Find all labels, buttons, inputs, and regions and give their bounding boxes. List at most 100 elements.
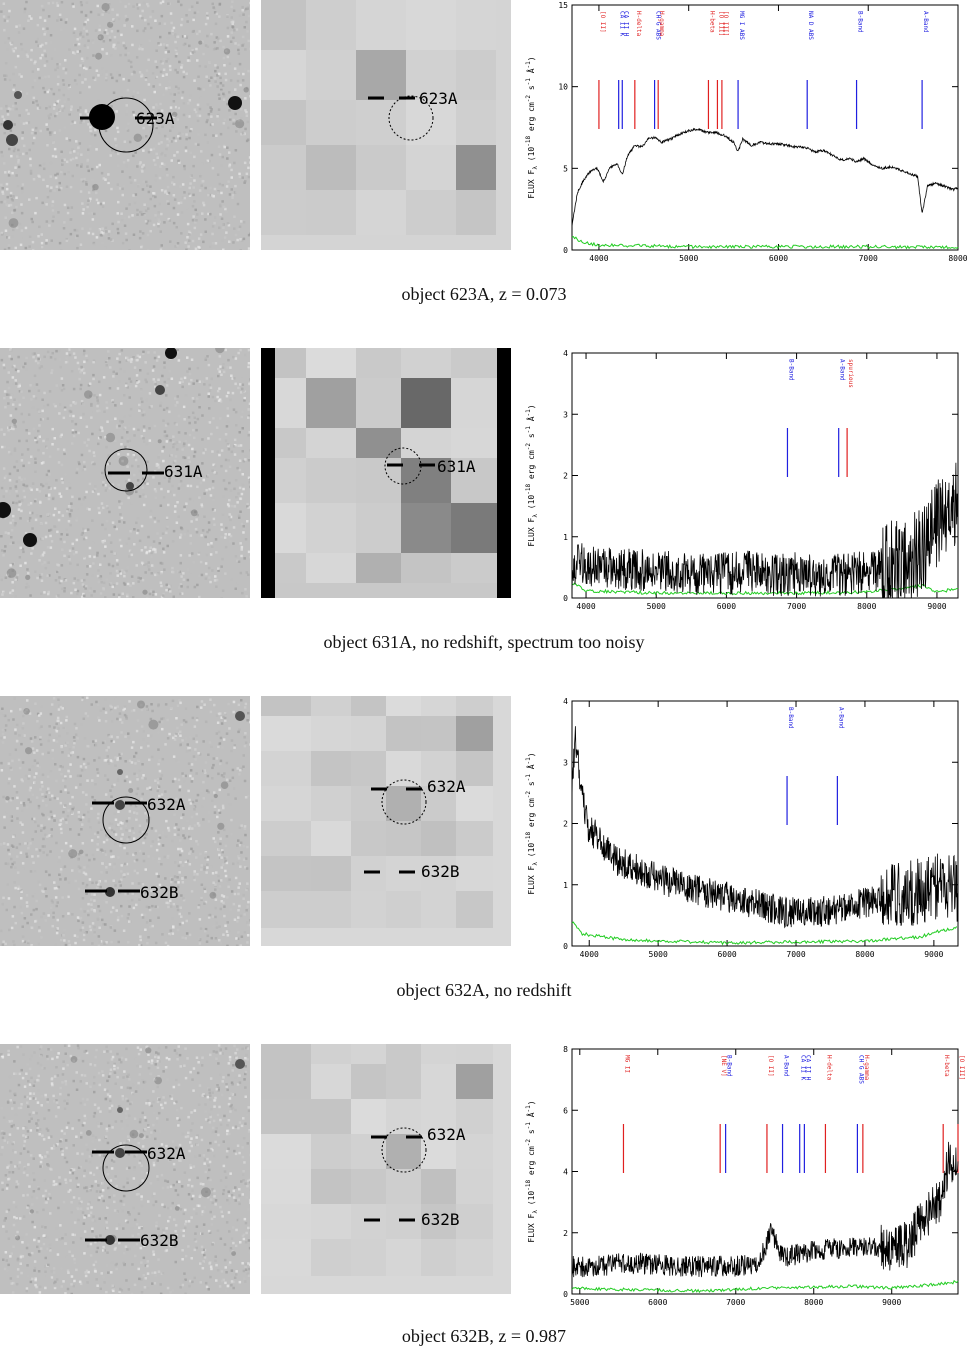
x-tick-label: 6000 xyxy=(717,602,736,610)
feature-label: H-gamma xyxy=(658,11,665,37)
xray-pixel xyxy=(351,1044,386,1064)
xray-pixel xyxy=(386,1064,421,1099)
xray-pixel xyxy=(401,378,451,428)
source-tick xyxy=(371,1135,387,1139)
xray-pixel xyxy=(261,716,311,751)
feature-label: CH G ABS xyxy=(857,1055,864,1084)
xray-pixel xyxy=(273,553,306,583)
xray-pixel xyxy=(386,716,421,751)
star-source xyxy=(235,1059,245,1069)
xray-pixel xyxy=(456,100,496,145)
xray-pixel xyxy=(401,348,451,378)
edge-bar xyxy=(261,348,275,598)
sky-noise xyxy=(0,696,250,946)
xray-pixel xyxy=(456,891,493,928)
plot-frame xyxy=(571,1048,959,1295)
feature-label: H-gamma xyxy=(863,1055,870,1081)
feature-label: [O II] xyxy=(599,11,606,33)
xray-pixel xyxy=(456,856,493,891)
xray-pixel xyxy=(273,458,306,503)
y-tick-label: 4 xyxy=(563,1168,568,1177)
y-axis-label: FLUX Fλ (10-18 erg cm-2 s-1 Å-1) xyxy=(525,56,539,198)
xray-pixel xyxy=(421,821,456,856)
xray-pixel xyxy=(421,891,456,928)
y-tick-label: 4 xyxy=(563,349,568,358)
source-tick xyxy=(142,471,164,475)
xray-pixel xyxy=(351,821,386,856)
source-tick xyxy=(92,1150,114,1154)
xray-pixel xyxy=(386,696,421,716)
xray-pixel xyxy=(356,0,406,50)
star-source xyxy=(126,482,134,490)
source-tick xyxy=(419,463,435,467)
feature-label: H-delta xyxy=(825,1055,832,1081)
xray-pixel xyxy=(421,751,456,786)
y-axis-label: FLUX Fλ (10-18 erg cm-2 s-1 Å-1) xyxy=(525,404,539,546)
xray-pixel xyxy=(421,1134,456,1169)
xray-pixel xyxy=(421,1169,456,1204)
xray-pixel xyxy=(356,190,406,235)
figure-caption: object 631A, no redshift, spectrum too n… xyxy=(323,632,645,652)
xray-pixel xyxy=(311,856,351,891)
star-source xyxy=(117,769,123,775)
source-tick xyxy=(364,1218,380,1222)
xray-pixel xyxy=(351,786,386,821)
xray-pixel xyxy=(421,856,456,891)
feature-label: [O III] xyxy=(958,1055,965,1080)
source-tick xyxy=(118,889,140,893)
feature-label: H-beta xyxy=(708,11,715,33)
xray-pixel xyxy=(306,378,356,428)
y-tick-label: 4 xyxy=(563,697,568,706)
figure-caption: object 623A, z = 0.073 xyxy=(401,284,567,304)
source-label: 631A xyxy=(164,462,203,481)
xray-pixel xyxy=(406,50,456,100)
source-label: 632B xyxy=(421,862,460,881)
error-spectrum xyxy=(571,921,958,946)
source-tick xyxy=(364,870,380,874)
xray-pixel xyxy=(451,503,501,553)
x-tick-label: 9000 xyxy=(924,950,943,958)
xray-pixel xyxy=(421,1099,456,1134)
xray-pixel xyxy=(311,786,351,821)
star-source xyxy=(228,96,242,110)
star-source xyxy=(115,800,125,810)
x-tick-label: 9000 xyxy=(882,1298,901,1306)
xray-pixel xyxy=(456,1239,493,1276)
xray-pixel xyxy=(456,751,493,786)
xray-pixel xyxy=(386,1044,421,1064)
source-tick xyxy=(406,1135,422,1139)
x-tick-label: 5000 xyxy=(647,602,666,610)
xray-pixel xyxy=(356,50,406,100)
xray-pixel xyxy=(451,378,501,428)
edge-bar xyxy=(497,348,511,598)
xray-pixel xyxy=(356,100,406,145)
xray-pixel xyxy=(306,428,356,458)
xray-pixel xyxy=(456,145,496,190)
x-tick-label: 8000 xyxy=(857,602,876,610)
xray-pixel xyxy=(261,145,306,190)
xray-pixel xyxy=(311,1099,351,1134)
source-label: 632B xyxy=(140,1231,179,1250)
source-tick xyxy=(387,463,403,467)
y-tick-label: 6 xyxy=(563,1106,568,1115)
source-circle xyxy=(388,95,434,141)
spectrum-plot: 40005000600070008000051015WAVELENGTH (Å)… xyxy=(525,1,968,262)
source-label: 632A xyxy=(147,1144,186,1163)
source-tick xyxy=(108,471,130,475)
xray-pixel xyxy=(311,696,351,716)
star-source xyxy=(23,533,37,547)
feature-label: B-Band xyxy=(787,359,794,381)
source-label: 632B xyxy=(421,1210,460,1229)
feature-label: B-Band xyxy=(726,1055,733,1077)
xray-pixel xyxy=(273,428,306,458)
xray-pixel xyxy=(261,0,306,50)
xray-pixel xyxy=(306,348,356,378)
feature-label: CH G ABS xyxy=(655,11,662,40)
source-tick xyxy=(80,116,102,120)
optical-image: 632A 632B xyxy=(0,1044,250,1294)
xray-pixel xyxy=(401,503,451,553)
y-tick-label: 8 xyxy=(563,1045,568,1054)
error-spectrum xyxy=(571,582,959,596)
xray-pixel xyxy=(406,145,456,190)
xray-pixel xyxy=(261,1134,311,1169)
